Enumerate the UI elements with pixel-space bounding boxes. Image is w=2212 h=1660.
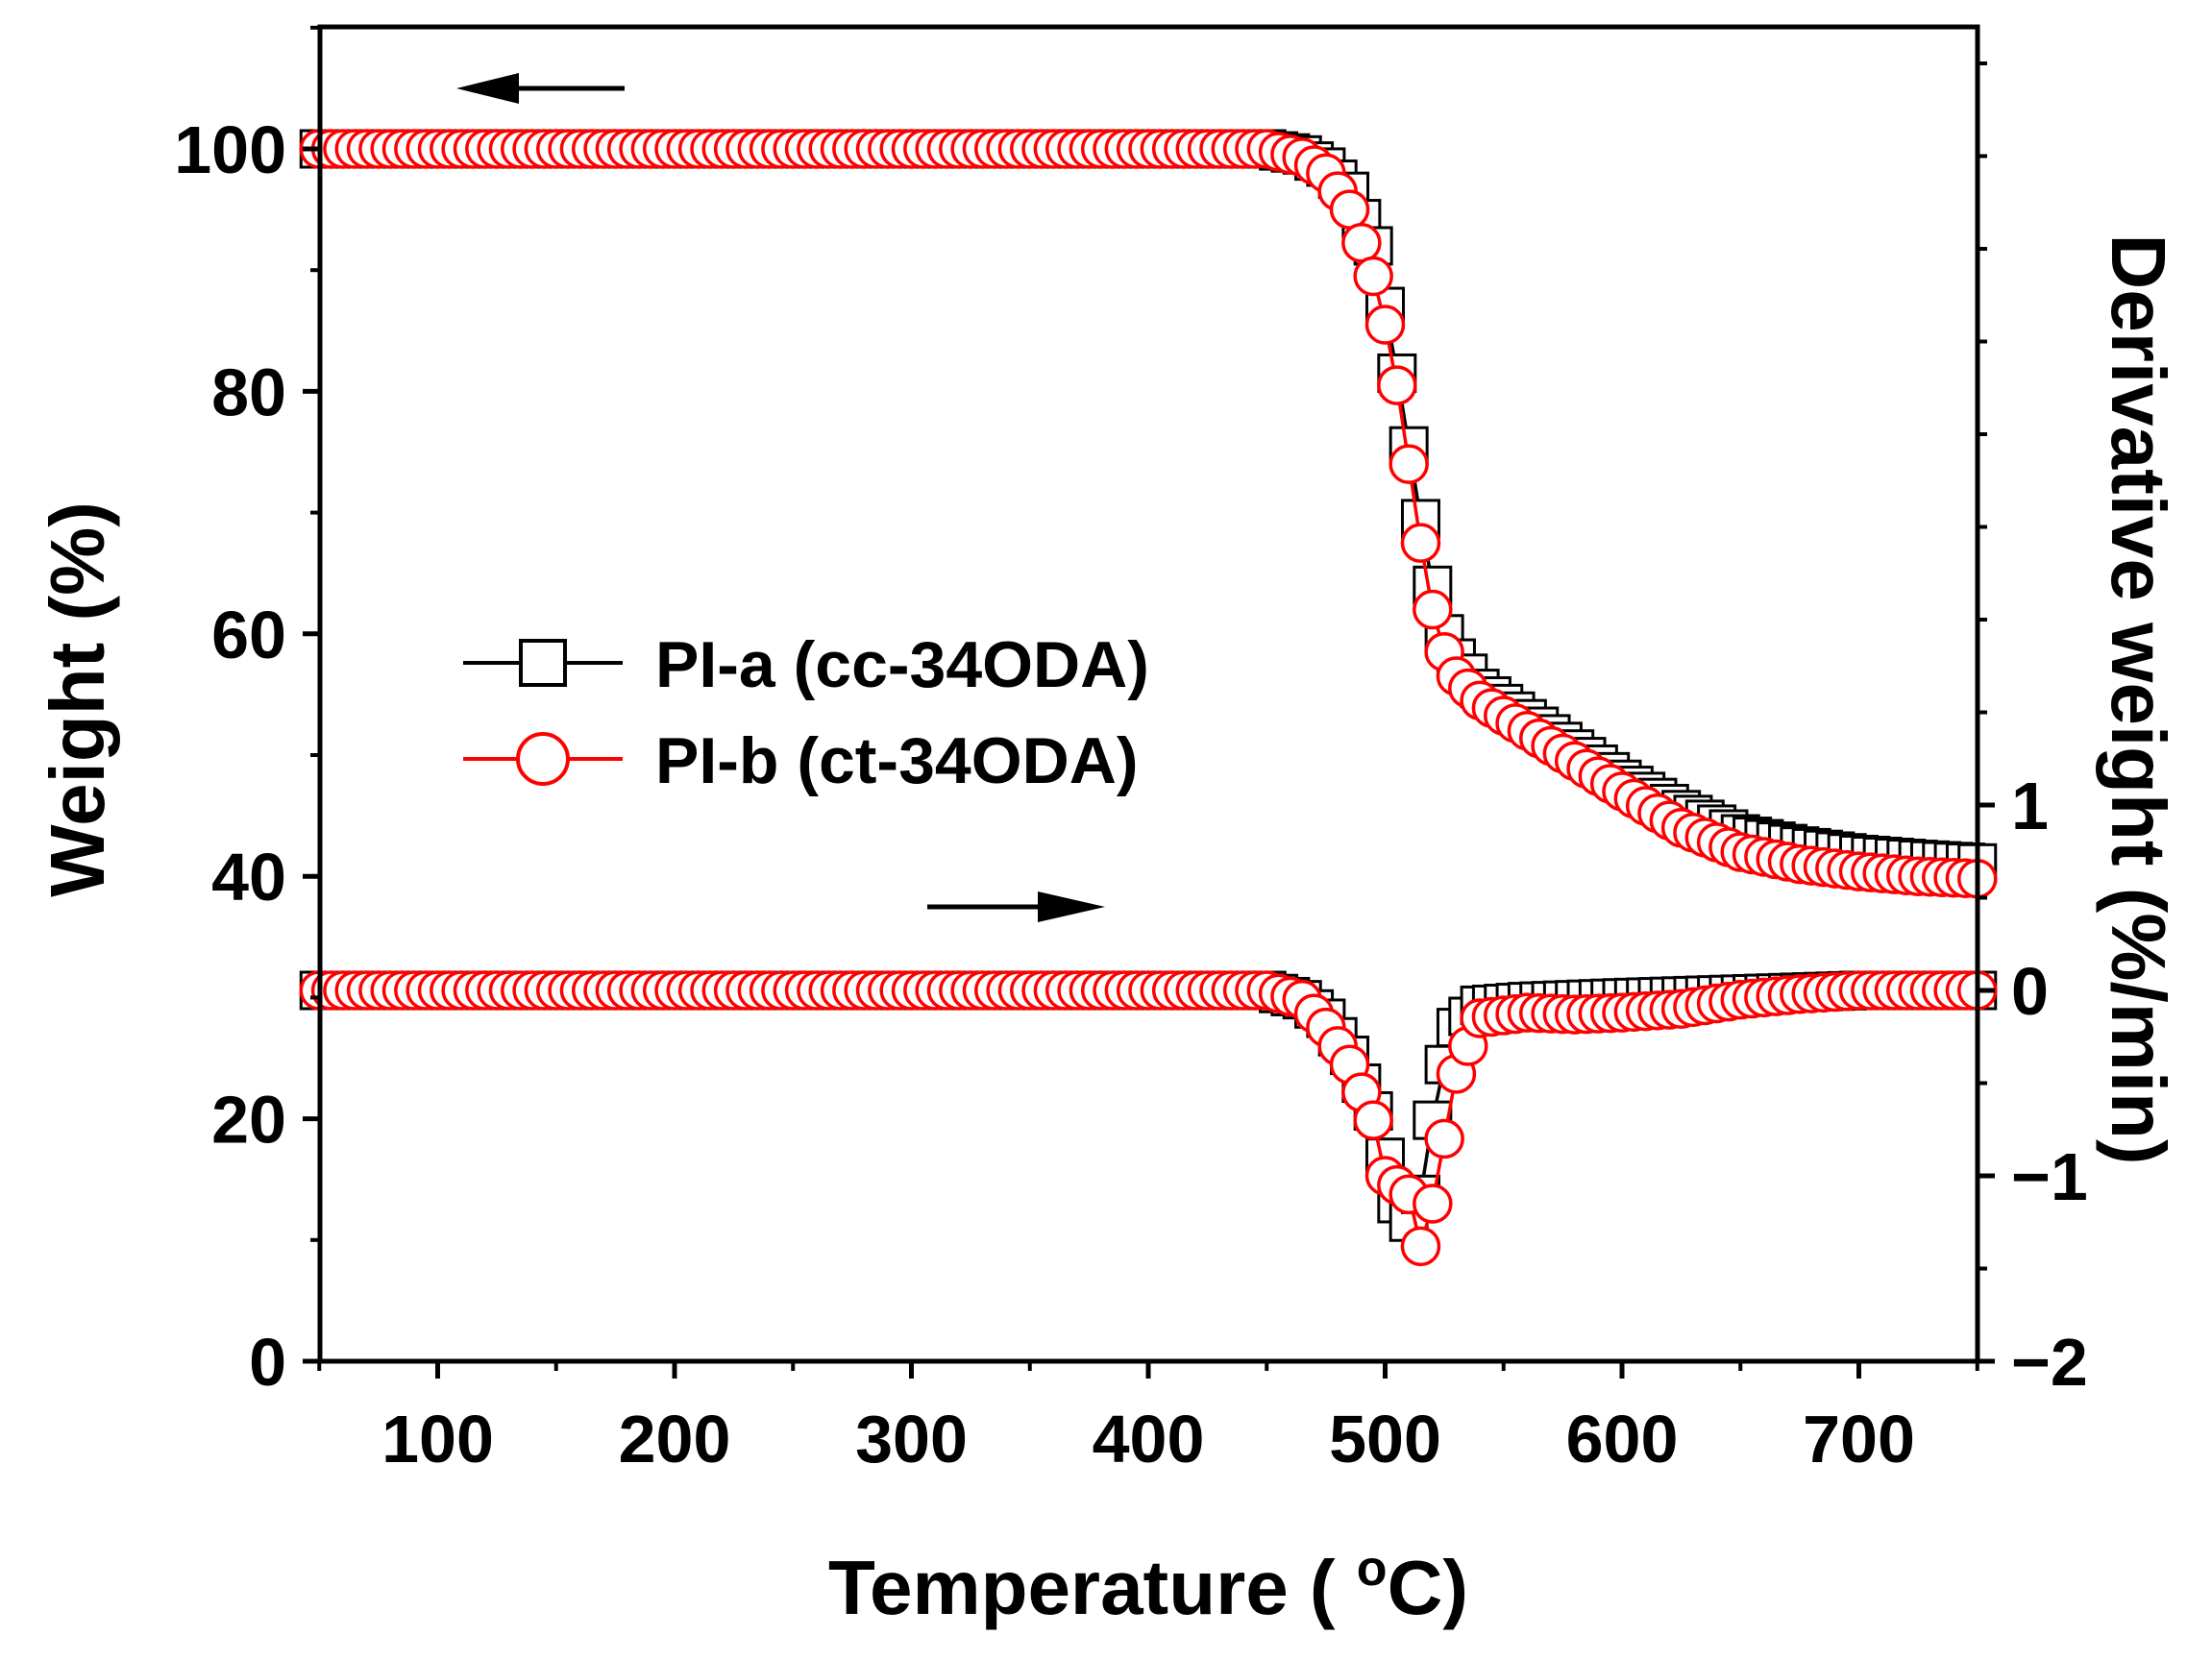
- y-tick-label: 40: [211, 840, 286, 915]
- x-tick-label: 400: [1093, 1402, 1205, 1477]
- data-point-circle: [1400, 1226, 1441, 1267]
- y2-tick-label: 0: [2011, 954, 2049, 1029]
- data-point-circle: [1377, 365, 1417, 405]
- legend-entry-pi-a: PI-a (cc-34ODA): [463, 628, 1149, 701]
- data-point-circle: [1400, 523, 1441, 563]
- derivative-axis-arrow: [927, 891, 1105, 922]
- legend-label-pi-b: PI-b (ct-34ODA): [655, 724, 1138, 797]
- data-point-circle: [1329, 189, 1370, 230]
- data-point-circle: [1413, 589, 1453, 630]
- x-axis-title: Temperature ( oC): [828, 1541, 1468, 1630]
- x-tick-label: 200: [619, 1402, 731, 1477]
- legend-label-pi-a: PI-a (cc-34ODA): [655, 628, 1149, 701]
- data-point-circle: [1389, 444, 1429, 484]
- legend: PI-a (cc-34ODA) PI-b (ct-34ODA): [463, 628, 1149, 797]
- y-tick-label: 80: [211, 354, 286, 429]
- data-point-circle: [1341, 223, 1382, 263]
- y2-tick-label: −2: [2011, 1325, 2088, 1400]
- degree-symbol: o: [1357, 1541, 1388, 1597]
- legend-square-marker-icon: [519, 639, 567, 687]
- series-layer: [299, 129, 1998, 1267]
- y-axis-title: Weight (%): [35, 501, 120, 897]
- x-tick-label: 300: [855, 1402, 968, 1477]
- y2-tick-label: −1: [2011, 1139, 2088, 1214]
- series-circle-right: [299, 970, 1998, 1267]
- data-point-circle: [1413, 1184, 1453, 1224]
- data-point-circle: [1424, 1118, 1464, 1160]
- x-axis-title-text: Temperature (: [828, 1545, 1336, 1630]
- series-line: [319, 147, 1978, 881]
- y-tick-label: 100: [174, 112, 286, 187]
- x-tick-label: 500: [1329, 1402, 1441, 1477]
- data-point-circle: [1353, 256, 1393, 297]
- y-tick-label: 20: [211, 1083, 286, 1158]
- x-tick-label: 100: [381, 1402, 494, 1477]
- legend-entry-pi-b: PI-b (ct-34ODA): [463, 724, 1138, 797]
- x-axis-title-unit: C): [1388, 1545, 1468, 1630]
- x-tick-label: 700: [1803, 1402, 1915, 1477]
- series-line: [319, 989, 1978, 1227]
- data-point-circle: [1364, 305, 1406, 345]
- series-circle-left: [299, 129, 1998, 899]
- y2-axis-title: Derivative weight (%/min): [2096, 233, 2181, 1164]
- x-tick-label: 600: [1566, 1402, 1679, 1477]
- legend-circle-marker-icon: [516, 732, 570, 786]
- ticks-layer: 100 200 300 400 500 600 700 0 20 40 60 80 100 −2 −1 0 1: [174, 25, 2088, 1477]
- weight-axis-arrow: [456, 73, 625, 104]
- y-tick-label: 0: [249, 1325, 286, 1400]
- y2-tick-label: 1: [2011, 769, 2049, 843]
- data-point-circle: [1353, 1100, 1393, 1140]
- y-tick-label: 60: [211, 598, 286, 672]
- series-line: [319, 989, 1978, 1247]
